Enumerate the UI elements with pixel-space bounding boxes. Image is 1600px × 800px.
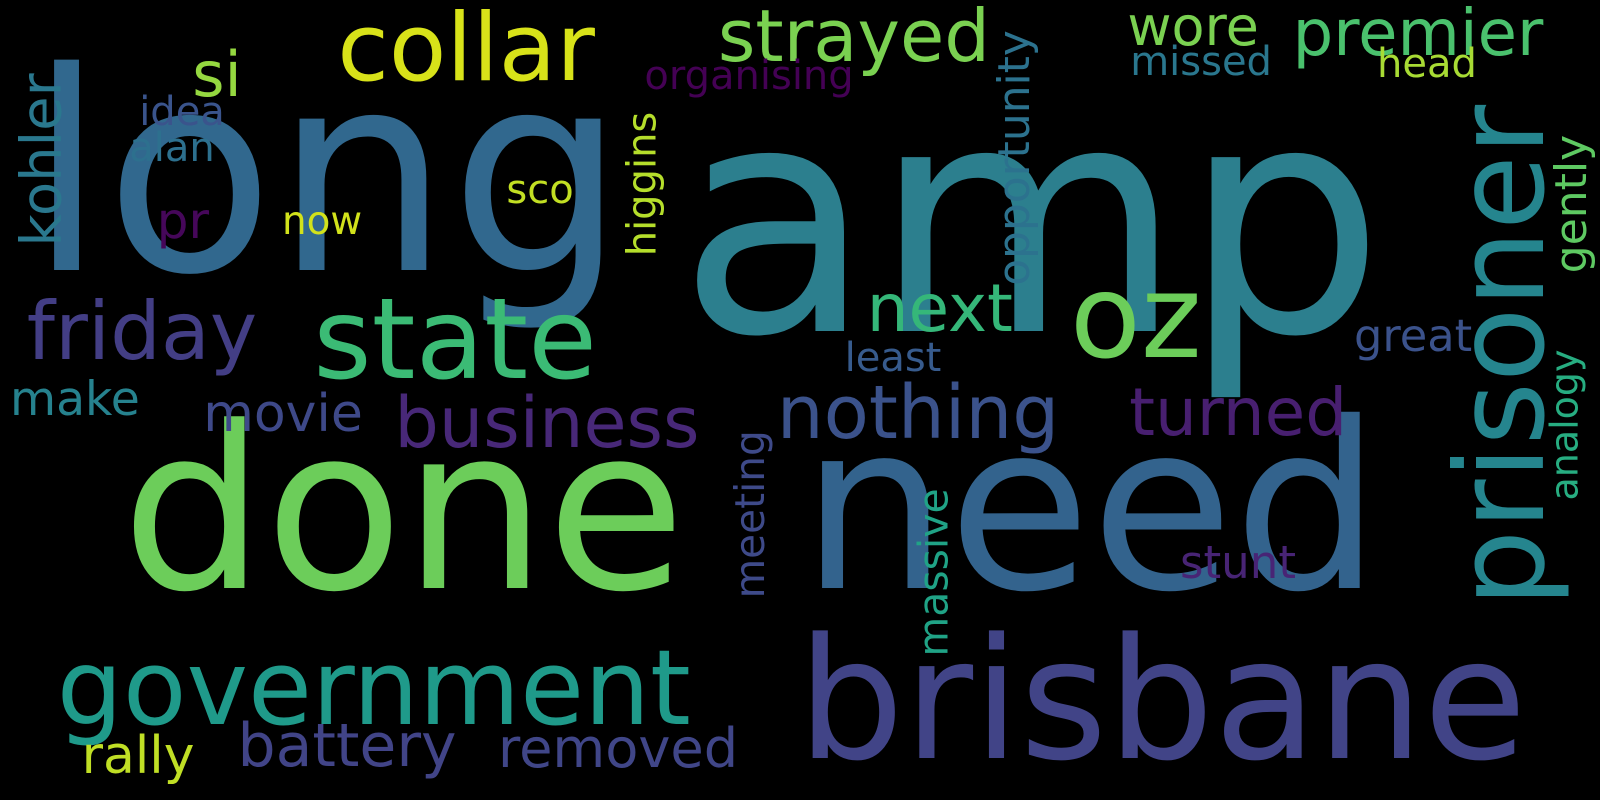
word-long: long (28, 13, 626, 336)
word-missed: missed (1130, 39, 1272, 85)
word-least: least (844, 335, 942, 381)
word-oz: oz (1069, 250, 1202, 385)
word-sco: sco (506, 167, 574, 213)
word-kohler: kohler (9, 73, 75, 247)
word-analogy: analogy (1542, 349, 1587, 501)
word-rally: rally (81, 726, 195, 786)
word-collar: collar (337, 0, 595, 103)
word-si: si (192, 38, 242, 111)
word-movie: movie (203, 384, 363, 444)
word-premier: premier (1292, 0, 1544, 71)
word-government: government (56, 627, 691, 749)
word-now: now (282, 198, 363, 244)
word-nothing: nothing (776, 370, 1060, 456)
word-opportunity: opportunity (988, 30, 1040, 286)
word-pr: pr (156, 192, 210, 250)
word-strayed: strayed (717, 0, 990, 78)
word-head: head (1377, 41, 1477, 87)
word-friday: friday (26, 285, 258, 378)
word-next: next (866, 270, 1013, 347)
word-higgins: higgins (619, 111, 666, 257)
word-idea: idea (139, 89, 225, 135)
word-meeting: meeting (725, 429, 774, 599)
word-great: great (1354, 309, 1473, 362)
word-battery: battery (237, 711, 457, 781)
word-stunt: stunt (1180, 536, 1297, 590)
word-wore: wore (1127, 0, 1259, 58)
word-business: business (394, 382, 700, 464)
word-massive: massive (909, 487, 958, 657)
word-brisbane: brisbane (797, 602, 1527, 798)
word-need: need (801, 373, 1381, 643)
word-removed: removed (498, 716, 739, 780)
word-make: make (10, 372, 140, 428)
word-organising: organising (644, 53, 854, 99)
word-amp: amp (678, 36, 1385, 406)
word-alan: alan (129, 125, 215, 171)
word-turned: turned (1129, 374, 1348, 451)
word-state: state (313, 275, 598, 405)
word-gently: gently (1545, 134, 1597, 274)
word-done: done (121, 379, 686, 642)
